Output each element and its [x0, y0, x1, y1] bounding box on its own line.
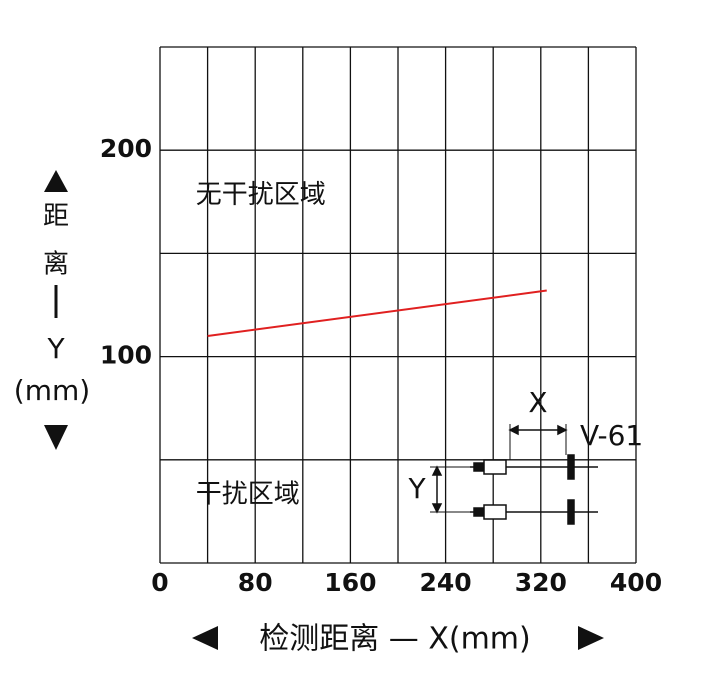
down-arrow [44, 425, 68, 450]
y-label: 距 [43, 202, 69, 232]
x-tick-label: 240 [420, 568, 472, 597]
x-tick-label: 80 [238, 568, 273, 597]
right-arrow [578, 626, 604, 650]
y-tick-label: 100 [100, 341, 152, 370]
y-label: 离 [43, 250, 69, 280]
diagram-label: X [528, 386, 547, 419]
x-tick-label: 0 [151, 568, 168, 597]
x-tick-label: 320 [515, 568, 567, 597]
x-tick-label: 160 [324, 568, 376, 597]
annotation: 无干扰区域 [196, 180, 326, 210]
y-label: Y [46, 332, 65, 365]
diagram-label: V-61 [580, 419, 643, 452]
annotation: 干扰区域 [196, 479, 300, 509]
x-label: 检测距离 — X(mm) [259, 622, 530, 657]
data-line [207, 289, 547, 337]
y-label: (mm) [14, 374, 90, 407]
diagram-label: Y [407, 472, 426, 505]
x-tick-label: 400 [610, 568, 662, 597]
y-tick-label: 200 [100, 134, 152, 163]
sensor-diagram [430, 424, 598, 525]
up-arrow [44, 170, 68, 192]
left-arrow [192, 626, 218, 650]
